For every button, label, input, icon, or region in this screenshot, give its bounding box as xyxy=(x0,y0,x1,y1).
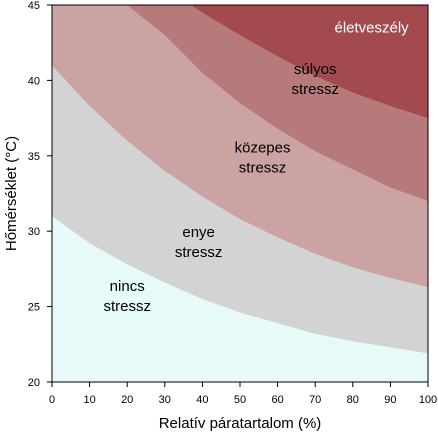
zone-label: nincs xyxy=(110,278,145,295)
x-tick-label: 20 xyxy=(121,394,133,406)
zone-label: közepes xyxy=(235,139,291,156)
y-axis-title: Hőmérséklet (°C) xyxy=(3,136,20,251)
zones-layer xyxy=(52,5,428,382)
x-tick-label: 10 xyxy=(83,394,95,406)
x-tick-label: 80 xyxy=(347,394,359,406)
x-tick-label: 50 xyxy=(234,394,246,406)
x-tick-label: 0 xyxy=(49,394,55,406)
zone-label: stressz xyxy=(291,81,339,98)
x-axis-title: Relatív páratartalom (%) xyxy=(159,415,322,432)
zone-labels: nincs stressz enye stressz közepes stressz súl… xyxy=(103,20,409,315)
zone-label: enye xyxy=(182,224,215,241)
zone-fill-4 xyxy=(191,5,428,119)
zone-label: súlyos xyxy=(294,61,337,78)
x-tick-label: 60 xyxy=(271,394,283,406)
x-tick-label: 30 xyxy=(159,394,171,406)
y-tick-label: 45 xyxy=(28,0,40,12)
y-tick-label: 25 xyxy=(28,302,40,314)
x-tick-label: 90 xyxy=(384,394,396,406)
y-tick-label: 20 xyxy=(28,377,40,389)
x-tick-label: 70 xyxy=(309,394,321,406)
x-tick-label: 100 xyxy=(419,394,437,406)
zone-label: stressz xyxy=(103,298,151,315)
y-tick-label: 35 xyxy=(28,151,40,163)
zone-label: életveszély xyxy=(334,20,409,37)
zone-label: stressz xyxy=(175,244,223,261)
axis-ticks: 0 10 20 30 40 50 60 70 80 90 100 20 25 30 35 40 45 xyxy=(28,0,437,406)
x-tick-label: 40 xyxy=(196,394,208,406)
y-tick-label: 30 xyxy=(28,226,40,238)
zone-label: stressz xyxy=(239,159,287,176)
y-tick-label: 40 xyxy=(28,75,40,87)
